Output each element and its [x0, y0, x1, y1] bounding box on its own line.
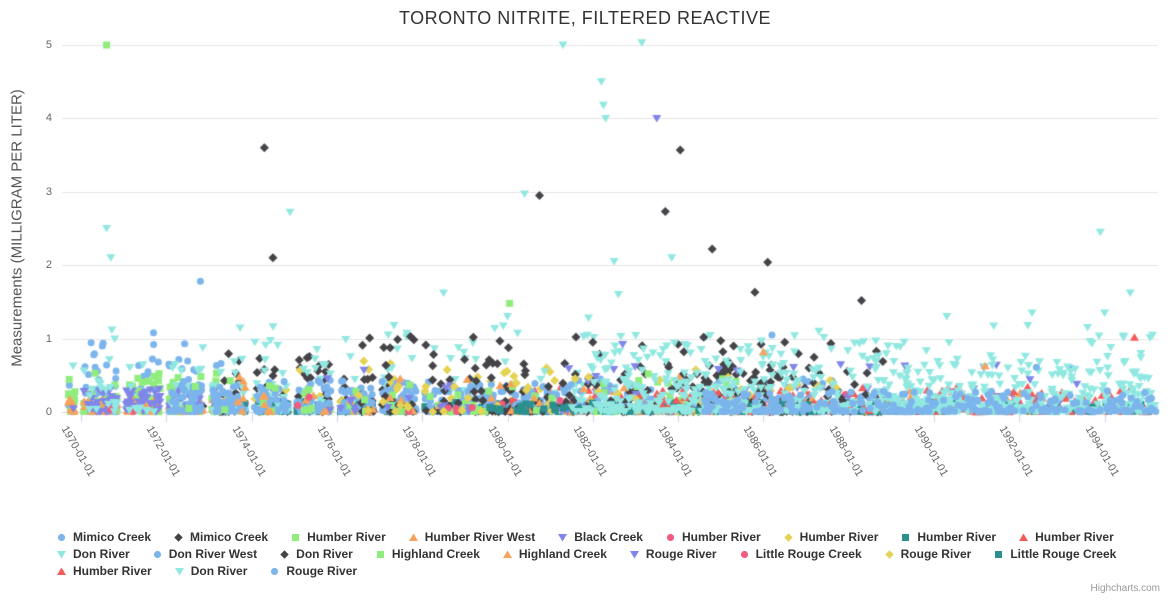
legend-item-label: Highland Creek — [518, 547, 607, 561]
legend-item-label: Humber River West — [424, 530, 536, 544]
legend-item-label: Black Creek — [574, 530, 643, 544]
legend-item-label: Humber River — [799, 530, 879, 544]
legend-item-label: Humber River — [917, 530, 997, 544]
legend-item-label: Don River — [296, 547, 353, 561]
y-tick-label: 4 — [45, 112, 52, 125]
legend-item-label: Rouge River — [645, 547, 717, 561]
triangle-down-marker-icon — [557, 532, 568, 543]
circle-marker-icon — [56, 532, 67, 543]
legend-item-label: Don River West — [168, 547, 258, 561]
legend-item-label: Humber River — [1035, 530, 1114, 544]
legend-item-label: Mimico Creek — [190, 530, 269, 544]
legend-item-label: Highland Creek — [391, 547, 480, 561]
legend-item[interactable]: Don River — [174, 564, 248, 578]
legend-item-label: Don River — [190, 564, 248, 578]
triangle-marker-icon — [1018, 532, 1029, 543]
y-tick-label: 3 — [45, 185, 52, 198]
square-marker-icon — [900, 532, 911, 543]
square-marker-icon — [375, 549, 386, 560]
circle-marker-icon — [269, 566, 280, 577]
legend-item[interactable]: Humber River West — [408, 530, 535, 544]
legend-item[interactable]: Mimico Creek — [56, 530, 151, 544]
square-marker-icon — [993, 549, 1004, 560]
legend-item-label: Don River — [73, 547, 130, 561]
legend-item-label: Little Rouge Creek — [1010, 547, 1117, 561]
legend-item-label: Humber River — [307, 530, 386, 544]
y-tick-label: 2 — [45, 259, 52, 272]
legend-item[interactable]: Rouge River — [269, 564, 357, 578]
circle-marker-icon — [152, 549, 163, 560]
triangle-marker-icon — [502, 549, 513, 560]
legend: Mimico Creek Mimico Creek Humber River Humb… — [56, 530, 1162, 578]
legend-item[interactable]: Don River West — [152, 547, 257, 561]
circle-marker-icon — [739, 549, 750, 560]
legend-item[interactable]: Humber River — [783, 530, 879, 544]
legend-item[interactable]: Highland Creek — [375, 547, 480, 561]
triangle-marker-icon — [56, 566, 67, 577]
triangle-marker-icon — [408, 532, 419, 543]
chart-title: TORONTO NITRITE, FILTERED REACTIVE — [398, 8, 772, 28]
legend-item[interactable]: Little Rouge Creek — [993, 547, 1116, 561]
diamond-marker-icon — [173, 532, 184, 543]
legend-item[interactable]: Mimico Creek — [173, 530, 268, 544]
y-tick-label: 0 — [45, 406, 52, 418]
triangle-down-marker-icon — [56, 549, 67, 560]
legend-item[interactable]: Rouge River — [629, 547, 717, 561]
y-axis-title: Measurements (MILLIGRAM PER LITER) — [8, 89, 26, 367]
legend-item[interactable]: Rouge River — [884, 547, 972, 561]
highcharts-credit[interactable]: Highcharts.com — [1090, 583, 1160, 594]
legend-item[interactable]: Humber River — [900, 530, 996, 544]
legend-item[interactable]: Humber River — [56, 564, 152, 578]
legend-item[interactable]: Humber River — [290, 530, 386, 544]
diamond-marker-icon — [884, 549, 895, 560]
legend-item-label: Mimico Creek — [73, 530, 152, 544]
triangle-down-marker-icon — [174, 566, 185, 577]
square-marker-icon — [290, 532, 301, 543]
legend-item[interactable]: Humber River — [1018, 530, 1114, 544]
triangle-down-marker-icon — [629, 549, 640, 560]
y-tick-label: 5 — [45, 39, 52, 51]
legend-item[interactable]: Don River — [279, 547, 353, 561]
legend-item[interactable]: Humber River — [665, 530, 761, 544]
diamond-marker-icon — [783, 532, 794, 543]
circle-marker-icon — [665, 532, 676, 543]
y-tick-label: 1 — [45, 332, 52, 345]
legend-item[interactable]: Highland Creek — [502, 547, 607, 561]
legend-item-label: Humber River — [681, 530, 761, 544]
legend-item-label: Rouge River — [286, 564, 358, 578]
legend-item-label: Humber River — [73, 564, 152, 578]
legend-item[interactable]: Don River — [56, 547, 130, 561]
diamond-marker-icon — [279, 549, 290, 560]
legend-item[interactable]: Black Creek — [557, 530, 643, 544]
legend-item-label: Little Rouge Creek — [755, 547, 862, 561]
legend-item[interactable]: Little Rouge Creek — [739, 547, 862, 561]
legend-item-label: Rouge River — [900, 547, 972, 561]
